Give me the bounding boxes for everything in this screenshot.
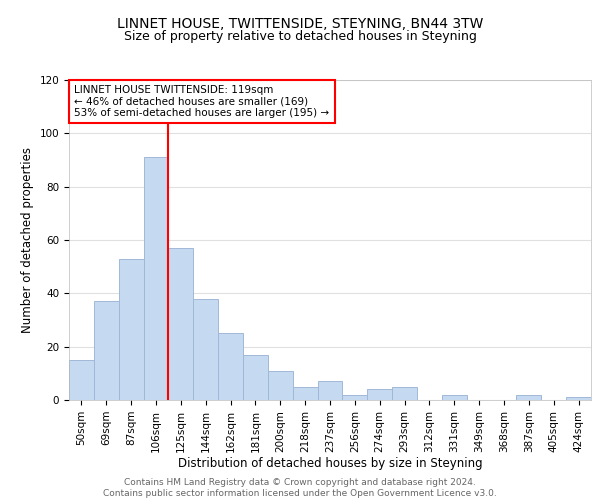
Bar xyxy=(193,298,218,400)
Bar xyxy=(69,360,94,400)
Text: Size of property relative to detached houses in Steyning: Size of property relative to detached ho… xyxy=(124,30,476,43)
Bar xyxy=(517,394,541,400)
Bar xyxy=(442,394,467,400)
Bar xyxy=(143,158,169,400)
Bar xyxy=(218,334,243,400)
Text: LINNET HOUSE TWITTENSIDE: 119sqm
← 46% of detached houses are smaller (169)
53% : LINNET HOUSE TWITTENSIDE: 119sqm ← 46% o… xyxy=(74,85,329,118)
X-axis label: Distribution of detached houses by size in Steyning: Distribution of detached houses by size … xyxy=(178,458,482,470)
Text: Contains HM Land Registry data © Crown copyright and database right 2024.
Contai: Contains HM Land Registry data © Crown c… xyxy=(103,478,497,498)
Bar xyxy=(119,258,143,400)
Bar xyxy=(392,386,417,400)
Bar xyxy=(566,398,591,400)
Bar xyxy=(293,386,317,400)
Bar xyxy=(367,390,392,400)
Bar xyxy=(343,394,367,400)
Bar xyxy=(243,354,268,400)
Bar xyxy=(317,382,343,400)
Y-axis label: Number of detached properties: Number of detached properties xyxy=(21,147,34,333)
Text: LINNET HOUSE, TWITTENSIDE, STEYNING, BN44 3TW: LINNET HOUSE, TWITTENSIDE, STEYNING, BN4… xyxy=(117,18,483,32)
Bar xyxy=(169,248,193,400)
Bar xyxy=(268,370,293,400)
Bar xyxy=(94,302,119,400)
